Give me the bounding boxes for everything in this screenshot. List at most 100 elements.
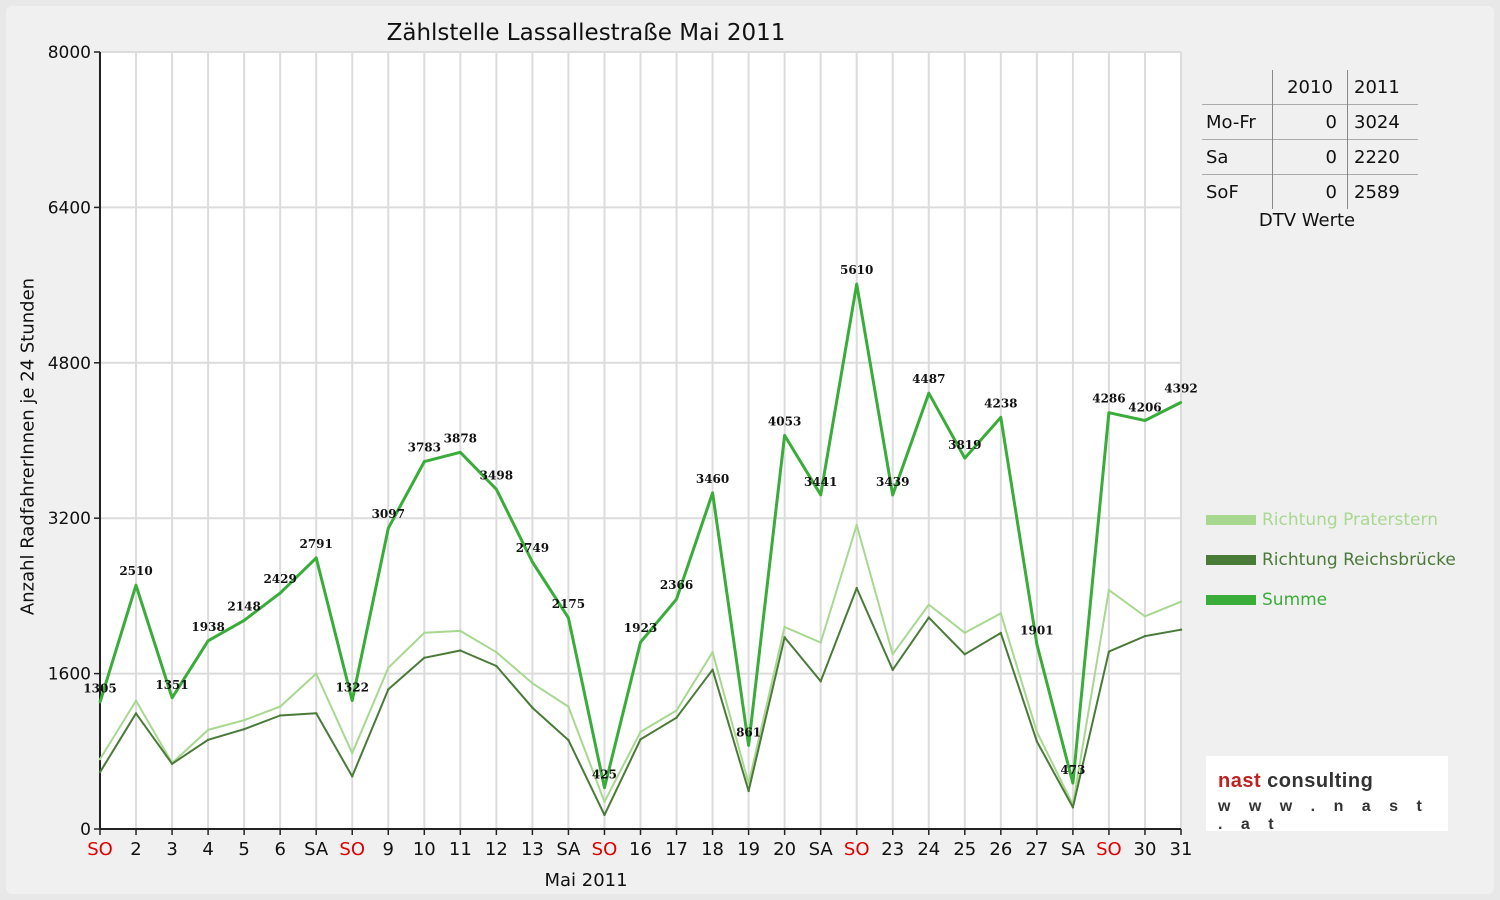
series-point	[278, 705, 282, 708]
data-label: 3097	[372, 507, 405, 521]
x-tick-label: SO	[87, 839, 113, 860]
data-label: 1351	[155, 678, 188, 692]
series-point	[423, 631, 426, 635]
series-point	[1035, 643, 1039, 646]
series-point	[675, 598, 678, 601]
dtv-cell-2011: 3024	[1347, 104, 1418, 140]
series-point	[747, 782, 750, 785]
series-point	[206, 728, 210, 732]
y-tick-label: 4800	[48, 354, 91, 374]
series-point	[351, 752, 354, 755]
series-point	[675, 709, 678, 712]
dtv-cell-2010: 0	[1272, 139, 1348, 175]
series-point	[495, 488, 498, 491]
series-point	[891, 493, 894, 497]
legend-item-praterstern: Richtung Praterstern	[1206, 500, 1456, 540]
data-label: 5610	[840, 263, 873, 277]
x-tick-label: 6	[274, 839, 285, 860]
series-point	[999, 631, 1003, 635]
series-point	[315, 556, 318, 560]
legend-swatch	[1206, 555, 1256, 565]
series-point	[242, 719, 246, 722]
legend-label: Summe	[1262, 590, 1328, 610]
x-tick-label: 9	[383, 839, 394, 860]
series-point	[963, 631, 966, 635]
y-tick-label: 1600	[48, 665, 91, 685]
dtv-cell-2011: 2220	[1347, 139, 1418, 175]
dtv-cell-2011: 2589	[1347, 174, 1418, 209]
data-label: 1901	[1020, 623, 1053, 637]
data-label: 2749	[516, 541, 549, 555]
x-tick-label: 24	[917, 839, 940, 860]
series-point	[1143, 615, 1147, 618]
series-point	[423, 656, 426, 659]
series-point	[134, 712, 138, 715]
series-point	[1179, 600, 1183, 603]
series-point	[603, 800, 606, 804]
y-axis-label: Anzahl RadfahrerInnen je 24 Stunden	[17, 277, 39, 616]
y-tick-label: 0	[80, 820, 91, 840]
series-point	[819, 493, 822, 496]
data-label: 3819	[948, 438, 981, 452]
x-tick-label: 11	[449, 839, 472, 860]
series-point	[1107, 411, 1111, 414]
dtv-row-label: Sa	[1202, 139, 1273, 175]
data-label: 4206	[1128, 400, 1161, 414]
data-label: 425	[592, 768, 617, 782]
y-tick-label: 3200	[48, 509, 91, 529]
series-point	[927, 616, 930, 619]
x-tick-label: 4	[202, 839, 213, 860]
series-point	[639, 641, 642, 644]
x-tick-label: 13	[521, 839, 544, 860]
x-tick-label: 12	[485, 839, 508, 860]
x-tick-label: SA	[1061, 839, 1086, 860]
series-point	[855, 523, 858, 527]
series-point	[206, 738, 210, 742]
company-logo: nast consulting w w w . n a s t . a t	[1206, 756, 1448, 833]
legend-item-summe: Summe	[1206, 580, 1456, 620]
x-tick-label: 31	[1170, 839, 1193, 860]
x-tick-label: SO	[1096, 839, 1122, 860]
series-point	[567, 705, 570, 708]
series-point	[1107, 650, 1111, 653]
dtv-caption: DTV Werte	[1258, 210, 1356, 231]
data-label: 3441	[804, 475, 837, 489]
legend-item-reichsbruecke: Richtung Reichsbrücke	[1206, 540, 1456, 580]
series-point	[1071, 806, 1075, 809]
series-point	[459, 451, 462, 454]
legend: Richtung Praterstern Richtung Reichsbrüc…	[1206, 500, 1456, 620]
series-point	[278, 591, 282, 595]
series-point	[567, 616, 570, 619]
series-point	[242, 619, 246, 622]
dtv-cell-2010: 0	[1272, 174, 1348, 209]
data-label: 1938	[191, 620, 224, 634]
series-point	[783, 434, 786, 437]
series-point	[711, 491, 714, 495]
data-label: 3498	[480, 468, 513, 482]
series-point	[999, 416, 1003, 419]
series-point	[459, 629, 462, 633]
series-point	[747, 744, 750, 747]
series-point	[495, 664, 498, 668]
series-point	[963, 456, 966, 460]
logo-url: w w w . n a s t . a t	[1218, 798, 1429, 833]
x-axis-label: Mai 2011	[544, 870, 628, 891]
series-point	[315, 712, 318, 715]
data-label: 2791	[299, 537, 332, 551]
series-point	[1143, 419, 1147, 422]
legend-label: Richtung Praterstern	[1262, 510, 1438, 530]
data-label: 3439	[876, 475, 909, 489]
series-point	[783, 636, 786, 639]
series-point	[819, 641, 822, 644]
data-label: 473	[1060, 763, 1085, 777]
data-label: 2175	[552, 597, 585, 611]
series-point	[855, 282, 858, 286]
x-tick-label: 30	[1134, 839, 1157, 860]
series-point	[567, 738, 570, 742]
series-point	[855, 586, 858, 590]
legend-label: Richtung Reichsbrücke	[1262, 550, 1456, 570]
x-tick-label: 27	[1025, 839, 1048, 860]
series-point	[206, 639, 210, 642]
series-point	[783, 625, 786, 629]
